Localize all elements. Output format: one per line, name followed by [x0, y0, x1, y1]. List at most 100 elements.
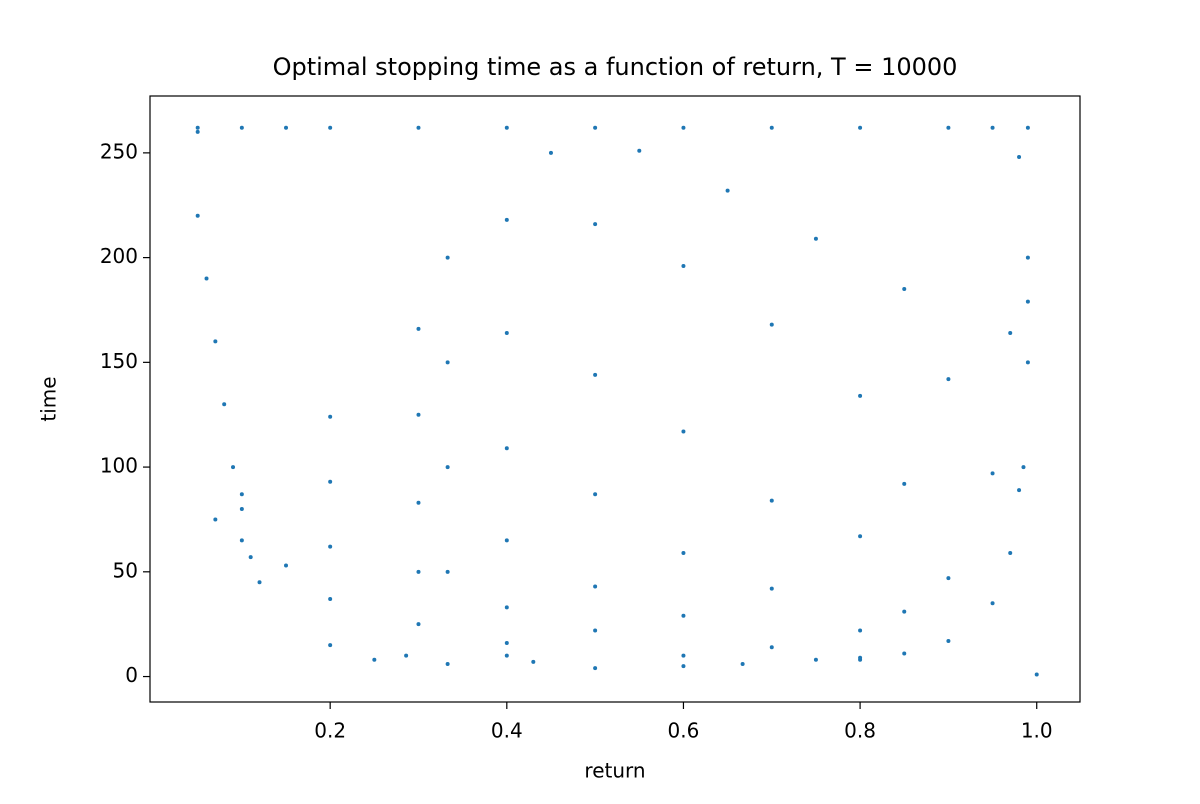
- point: [445, 569, 450, 574]
- point: [1025, 360, 1030, 365]
- point: [531, 659, 536, 664]
- point: [902, 287, 907, 292]
- x-tick-label: 0.6: [668, 719, 700, 743]
- point: [239, 492, 244, 497]
- point: [681, 613, 686, 618]
- point: [813, 657, 818, 662]
- plot-frame: [149, 95, 1081, 703]
- point: [445, 360, 450, 365]
- point: [813, 236, 818, 241]
- point: [681, 429, 686, 434]
- y-axis-label: time: [37, 376, 61, 421]
- point: [445, 661, 450, 666]
- point: [1008, 550, 1013, 555]
- point: [328, 414, 333, 419]
- point: [593, 222, 598, 227]
- point: [681, 550, 686, 555]
- point: [593, 666, 598, 671]
- point: [593, 492, 598, 497]
- point: [504, 653, 509, 658]
- point: [416, 622, 421, 627]
- point: [328, 597, 333, 602]
- x-tick-label: 1.0: [1021, 719, 1053, 743]
- point: [372, 657, 377, 662]
- point: [990, 601, 995, 606]
- point: [1017, 488, 1022, 493]
- point: [416, 412, 421, 417]
- point: [239, 538, 244, 543]
- point: [328, 544, 333, 549]
- point: [858, 534, 863, 539]
- point: [1017, 155, 1022, 160]
- point: [284, 563, 289, 568]
- point: [195, 125, 200, 130]
- point: [769, 645, 774, 650]
- point: [204, 276, 209, 281]
- point: [504, 605, 509, 610]
- point: [504, 641, 509, 646]
- x-tick-label: 0.4: [491, 719, 523, 743]
- point: [416, 569, 421, 574]
- point: [1008, 331, 1013, 336]
- point: [593, 628, 598, 633]
- point: [416, 326, 421, 331]
- point: [328, 643, 333, 648]
- point: [504, 538, 509, 543]
- point: [902, 481, 907, 486]
- point: [769, 586, 774, 591]
- point: [858, 628, 863, 633]
- y-tick-label: 150: [100, 349, 138, 373]
- point: [681, 263, 686, 268]
- point: [248, 555, 253, 560]
- point: [445, 255, 450, 260]
- point: [858, 655, 863, 660]
- point: [769, 125, 774, 130]
- point: [769, 322, 774, 327]
- y-tick-label: 200: [100, 244, 138, 268]
- point: [548, 150, 553, 155]
- point: [902, 651, 907, 656]
- point: [681, 653, 686, 658]
- y-tick-label: 0: [125, 663, 138, 687]
- point: [328, 479, 333, 484]
- point: [1025, 255, 1030, 260]
- point: [1025, 125, 1030, 130]
- y-tick-label: 250: [100, 139, 138, 163]
- point: [231, 465, 236, 470]
- point: [681, 664, 686, 669]
- point: [858, 393, 863, 398]
- chart-title: Optimal stopping time as a function of r…: [273, 53, 958, 81]
- point: [504, 331, 509, 336]
- point: [946, 125, 951, 130]
- point: [593, 372, 598, 377]
- point: [769, 498, 774, 503]
- point: [725, 188, 730, 193]
- point: [404, 653, 409, 658]
- point: [593, 125, 598, 130]
- point: [257, 580, 262, 585]
- point: [990, 125, 995, 130]
- point: [1025, 299, 1030, 304]
- point: [416, 500, 421, 505]
- point: [195, 213, 200, 218]
- point: [445, 465, 450, 470]
- point: [416, 125, 421, 130]
- point: [213, 339, 218, 344]
- point: [222, 402, 227, 407]
- point: [946, 576, 951, 581]
- y-tick-label: 100: [100, 454, 138, 478]
- point: [328, 125, 333, 130]
- point: [902, 609, 907, 614]
- x-tick-label: 0.2: [314, 719, 346, 743]
- point: [504, 125, 509, 130]
- point: [504, 446, 509, 451]
- point: [990, 471, 995, 476]
- point: [637, 148, 642, 153]
- point: [1034, 672, 1039, 677]
- point: [946, 377, 951, 382]
- point: [213, 517, 218, 522]
- y-tick-label: 50: [113, 558, 138, 582]
- point: [740, 661, 745, 666]
